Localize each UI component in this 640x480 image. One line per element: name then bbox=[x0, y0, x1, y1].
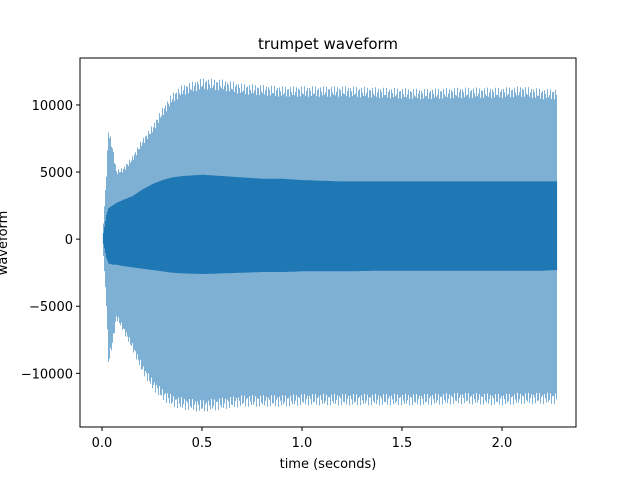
y-tick-label: 0 bbox=[65, 233, 73, 248]
y-tick-label: 5000 bbox=[40, 166, 73, 181]
y-tick-label: −5000 bbox=[29, 300, 73, 315]
x-tick-label: 1.5 bbox=[392, 436, 413, 451]
plot-area bbox=[102, 78, 558, 412]
waveform-core-trace bbox=[102, 174, 558, 274]
x-tick-label: 0.0 bbox=[92, 436, 113, 451]
y-axis-ticks: −10000 −5000 0 5000 10000 bbox=[21, 99, 80, 382]
chart-title: trumpet waveform bbox=[258, 35, 398, 53]
y-tick-label: −10000 bbox=[21, 367, 73, 382]
waveform-series-0 bbox=[102, 78, 558, 412]
x-tick-label: 2.0 bbox=[492, 436, 513, 451]
x-axis-ticks: 0.0 0.5 1.0 1.5 2.0 bbox=[92, 427, 513, 451]
x-axis-label: time (seconds) bbox=[280, 457, 377, 472]
x-tick-label: 0.5 bbox=[192, 436, 213, 451]
x-tick-label: 1.0 bbox=[292, 436, 313, 451]
axes-frame bbox=[79, 57, 577, 428]
y-tick-label: 10000 bbox=[32, 99, 73, 114]
y-axis-label: waveform bbox=[0, 211, 11, 276]
